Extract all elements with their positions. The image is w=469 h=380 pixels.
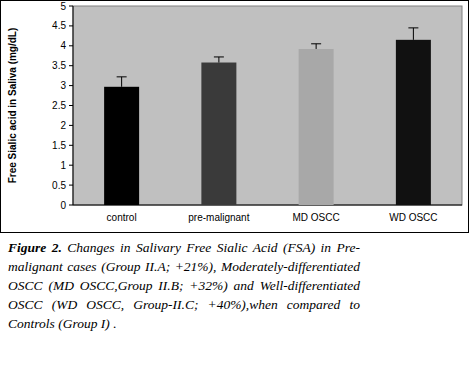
error-stem <box>218 57 219 63</box>
error-bar <box>214 57 224 63</box>
bar <box>299 49 334 205</box>
y-tick-label: 1 <box>60 160 66 171</box>
caption-box: Figure 2. Changes in Salivary Free Siali… <box>8 238 360 333</box>
y-tick-label: 0.5 <box>52 180 66 191</box>
caption-label: Figure 2. <box>8 240 62 255</box>
y-tick-label: 2.5 <box>52 100 66 111</box>
x-tick-label: control <box>107 212 137 223</box>
y-tick <box>69 185 73 186</box>
error-cap <box>311 43 321 44</box>
y-tick-label: 5 <box>60 1 66 12</box>
y-tick <box>69 205 73 206</box>
plot-area <box>73 6 462 205</box>
bar <box>396 40 431 205</box>
error-stem <box>316 44 317 49</box>
error-bar <box>117 77 127 87</box>
y-tick <box>69 105 73 106</box>
y-tick-label: 2 <box>60 120 66 131</box>
x-tick-label: MD OSCC <box>293 212 340 223</box>
y-tick-label: 3 <box>60 80 66 91</box>
error-bar <box>408 28 418 40</box>
y-tick <box>69 85 73 86</box>
y-tick <box>69 65 73 66</box>
y-tick-label: 0 <box>60 200 66 211</box>
error-bar <box>311 44 321 49</box>
error-cap <box>408 27 418 28</box>
y-tick <box>69 25 73 26</box>
chart-frame <box>1 1 469 233</box>
y-tick-label: 1.5 <box>52 140 66 151</box>
y-axis-label: Free Sialic acid in Saliva (mg/dL) <box>7 28 18 184</box>
x-tick-label: pre-malignant <box>188 212 249 223</box>
error-cap <box>214 56 224 57</box>
chart: 0 0.5 1 1.5 2 2.5 3 3.5 4 4.5 5 Free Sialic acid in… <box>0 0 469 234</box>
y-tick <box>69 145 73 146</box>
y-tick <box>69 165 73 166</box>
y-tick-label: 4.5 <box>52 20 66 31</box>
error-cap <box>117 76 127 77</box>
y-tick-label: 4 <box>60 40 66 51</box>
bar <box>201 63 236 205</box>
y-tick <box>69 125 73 126</box>
x-tick-label: WD OSCC <box>389 212 437 223</box>
bars <box>104 28 431 205</box>
bar <box>104 87 139 205</box>
y-tick <box>69 6 73 7</box>
y-tick <box>69 45 73 46</box>
error-stem <box>121 77 122 87</box>
error-stem <box>413 28 414 40</box>
y-tick-label: 3.5 <box>52 60 66 71</box>
